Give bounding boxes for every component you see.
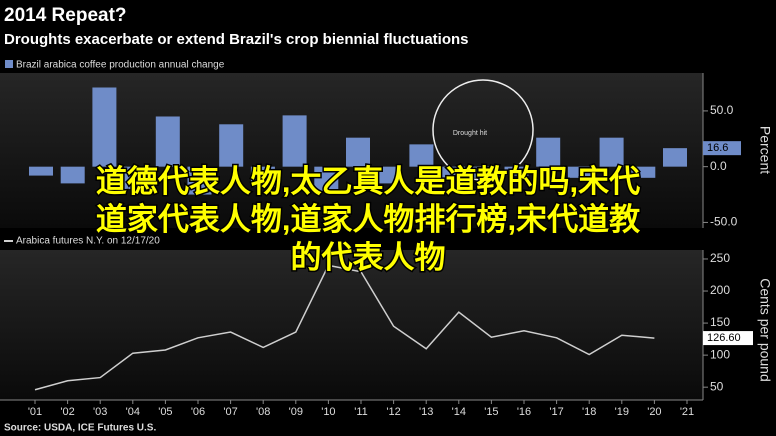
x-tick-label: '05 [158, 406, 172, 418]
bar [472, 166, 497, 178]
value-label: 16.6 [707, 142, 728, 154]
source: Source: USDA, ICE Futures U.S. [4, 423, 156, 434]
value-label-box [703, 141, 741, 156]
chart-title: 2014 Repeat? [4, 5, 127, 26]
x-tick-label: '15 [484, 406, 498, 418]
x-tick-label: '11 [354, 406, 368, 418]
bar [567, 166, 592, 178]
bar [282, 115, 307, 167]
x-tick-label: '09 [289, 406, 303, 418]
bottom-panel [0, 250, 703, 400]
value-label: 126.60 [707, 332, 741, 344]
overlay: 道德代表人物,太乙真人是道教的吗,宋代道家代表人物,道家人物排行榜,宋代道教的代… [94, 163, 641, 277]
x-tick-label: '20 [647, 406, 661, 418]
x-tick-label: '10 [321, 406, 335, 418]
bar [187, 166, 212, 195]
x-tick-label: '17 [549, 406, 563, 418]
bar [155, 116, 180, 167]
legend-swatch [5, 60, 13, 68]
overlay-text: 道家代表人物,道家人物排行榜,宋代道教 [96, 202, 640, 237]
value-label-box [703, 331, 753, 346]
y-tick-label: 50 [710, 379, 724, 393]
bar [504, 166, 529, 176]
bar [599, 137, 624, 167]
bar [346, 137, 370, 167]
legend-label: Brazil arabica coffee production annual … [16, 60, 225, 71]
bar [60, 166, 85, 184]
x-tick-label: '19 [615, 406, 629, 418]
x-tick-label: '13 [419, 406, 433, 418]
x-tick-label: '03 [93, 406, 107, 418]
x-tick-label: '04 [126, 406, 140, 418]
x-tick-label: '16 [517, 406, 531, 418]
x-tick-label: '02 [60, 406, 74, 418]
y-axis-title: Percent [757, 126, 773, 174]
x-tick-label: '08 [256, 406, 270, 418]
bar [441, 166, 466, 181]
bar [124, 166, 149, 189]
y-tick-label: -50.0 [710, 215, 738, 229]
bar [663, 148, 687, 167]
bar [377, 166, 402, 184]
bar [219, 124, 244, 167]
bar [92, 87, 117, 167]
annotation: Drought hit [453, 130, 487, 137]
overlay-text: 道德代表人物,太乙真人是道教的吗,宋代 [96, 164, 640, 199]
x-tick-label: '21 [680, 406, 694, 418]
bar [631, 166, 656, 178]
subtitle: Droughts exacerbate or extend Brazil's c… [4, 31, 469, 48]
bar [29, 166, 53, 176]
y-tick-label: 200 [710, 283, 730, 297]
y-tick-label: 0.0 [710, 159, 727, 173]
annotation-circle [432, 79, 534, 181]
legend-label: Arabica futures N.Y. on 12/17/20 [16, 236, 160, 247]
y-axis-title: Cents per pound [757, 278, 773, 382]
y-tick-label: 100 [710, 347, 730, 361]
bar [409, 144, 434, 167]
x-tick-label: '12 [386, 406, 400, 418]
x-tick-label: '07 [223, 406, 237, 418]
y-tick-label: 250 [710, 251, 730, 265]
bar [250, 166, 275, 187]
line [34, 264, 655, 391]
x-tick-label: '01 [28, 406, 42, 418]
bar [536, 137, 561, 167]
y-tick-label: 150 [710, 315, 730, 329]
bar [314, 166, 339, 192]
overlay-text: 的代表人物 [291, 240, 446, 275]
y-tick-label: 50.0 [710, 103, 734, 117]
x-tick-label: '18 [582, 406, 596, 418]
x-tick-label: '14 [452, 406, 466, 418]
x-tick-label: '06 [191, 406, 205, 418]
